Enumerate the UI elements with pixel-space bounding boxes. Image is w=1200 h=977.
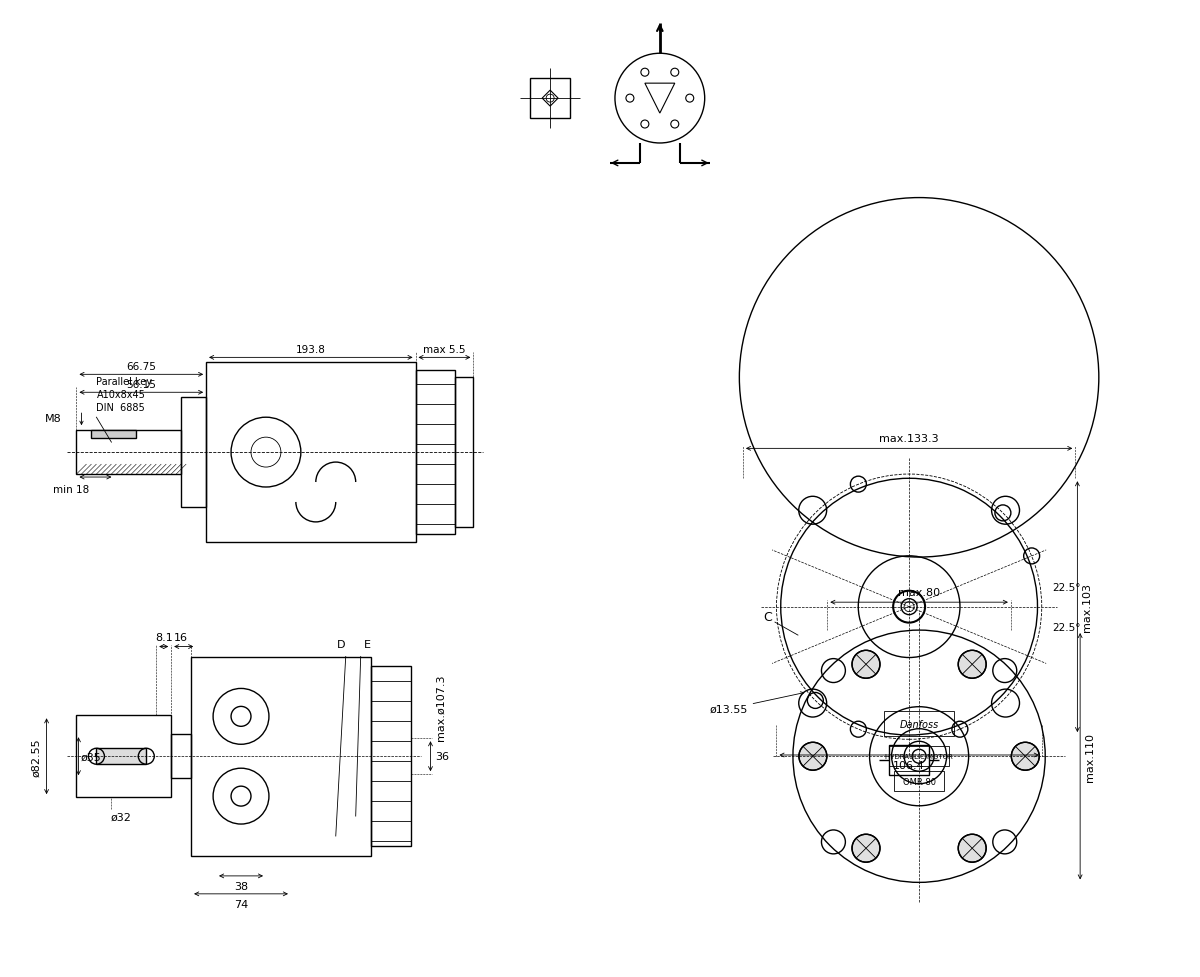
Text: ø13.55: ø13.55 [709,692,804,714]
Bar [456,378,473,528]
Text: HYDRAULIC MOTOR: HYDRAULIC MOTOR [886,753,953,759]
Bar [172,735,191,779]
Text: ø35: ø35 [82,751,102,761]
Text: 36: 36 [436,751,450,761]
Bar [96,748,146,764]
Text: max.133.3: max.133.3 [880,434,938,444]
Text: max 5.5: max 5.5 [424,345,466,355]
Text: ø32: ø32 [110,812,132,823]
Circle shape [1012,743,1039,771]
Text: max.110: max.110 [1085,732,1096,781]
Circle shape [959,834,986,863]
Text: ø82.55: ø82.55 [31,738,42,776]
Bar [77,431,181,475]
Circle shape [959,651,986,679]
Bar [894,772,944,791]
Bar [206,363,415,542]
Text: Parallel key
A10x8x45
DIN  6885: Parallel key A10x8x45 DIN 6885 [96,376,152,413]
Bar [91,431,137,439]
Text: min 18: min 18 [53,485,90,494]
Text: E: E [364,639,371,649]
Bar [191,657,371,856]
Text: Danfoss: Danfoss [900,720,938,730]
Text: 22.5°: 22.5° [1052,582,1081,592]
Bar [371,667,410,846]
Bar [889,745,929,775]
Text: 193.8: 193.8 [296,345,325,355]
Text: max.103: max.103 [1082,582,1092,631]
Text: 16: 16 [174,632,188,642]
Text: max.80: max.80 [898,587,940,598]
Text: 74: 74 [234,899,248,909]
Text: 8.1: 8.1 [155,632,173,642]
Circle shape [852,651,880,679]
Bar [415,371,456,534]
Text: 22.5°: 22.5° [1052,622,1081,632]
Text: C: C [763,611,773,623]
Text: M8: M8 [44,414,61,424]
Text: 38: 38 [234,881,248,891]
Text: 56.15: 56.15 [126,380,156,390]
Bar [884,711,954,737]
Circle shape [799,743,827,771]
Bar [77,715,172,797]
Text: OMR 80: OMR 80 [902,777,936,786]
Bar [530,79,570,119]
Text: 106.4: 106.4 [893,760,925,770]
Text: 66.75: 66.75 [126,361,156,372]
Text: D: D [336,639,344,649]
Circle shape [852,834,880,863]
Text: max.ø107.3: max.ø107.3 [436,673,445,740]
Bar [181,398,206,507]
Bar [889,746,949,766]
